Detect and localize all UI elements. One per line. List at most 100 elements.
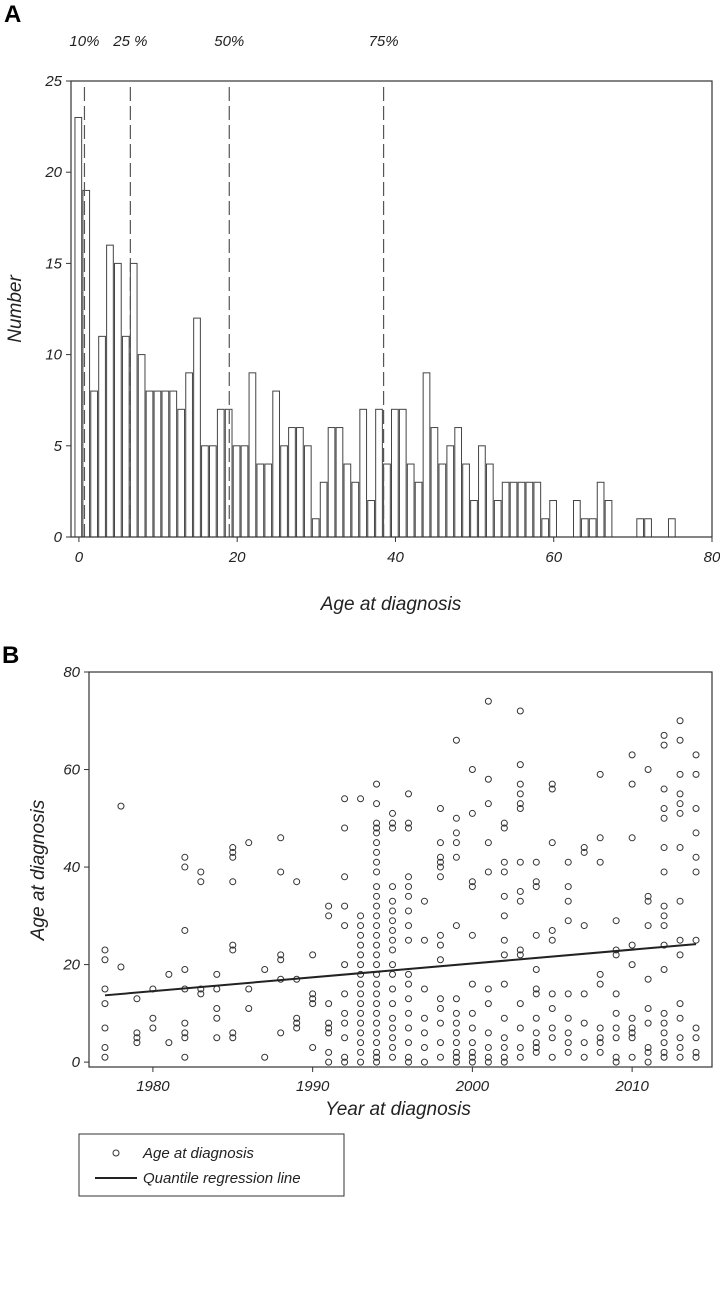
scatter-point bbox=[197, 868, 205, 876]
scatter-point bbox=[692, 936, 700, 944]
scatter-point bbox=[420, 1058, 428, 1066]
scatter-point bbox=[341, 795, 349, 803]
scatter-point bbox=[181, 1053, 189, 1061]
scatter-point bbox=[484, 1058, 492, 1066]
x-tick-label: 80 bbox=[704, 549, 720, 566]
scatter-point bbox=[389, 936, 397, 944]
scatter-point bbox=[436, 863, 444, 871]
legend-label-regression: Quantile regression line bbox=[143, 1170, 301, 1187]
histogram-bar bbox=[493, 500, 502, 538]
histogram-bar bbox=[193, 317, 201, 538]
scatter-point bbox=[181, 853, 189, 861]
scatter-point bbox=[341, 1058, 349, 1066]
scatter-point bbox=[516, 946, 524, 954]
scatter-point bbox=[357, 931, 365, 939]
scatter-point bbox=[484, 1043, 492, 1051]
histogram-bar bbox=[232, 445, 241, 538]
scatter-y-ticks: 0 20 40 60 80 bbox=[62, 664, 89, 1071]
quantile-label: 10% bbox=[69, 33, 99, 50]
scatter-point bbox=[341, 990, 349, 998]
y-tick-label: 40 bbox=[63, 859, 80, 876]
histogram-bar bbox=[533, 481, 542, 538]
histogram-bar bbox=[573, 500, 581, 538]
quantile-label: 50% bbox=[214, 33, 244, 50]
histogram-y-axis-title: Number bbox=[5, 275, 26, 343]
histogram-plot-frame bbox=[70, 80, 713, 538]
scatter-point bbox=[309, 1000, 317, 1008]
scatter-point bbox=[516, 761, 524, 769]
scatter-point bbox=[676, 1053, 684, 1061]
scatter-point bbox=[245, 839, 253, 847]
histogram-bar bbox=[216, 408, 225, 538]
scatter-point bbox=[452, 1048, 460, 1056]
scatter-point bbox=[532, 1014, 540, 1022]
scatter-point bbox=[660, 805, 668, 813]
scatter-point bbox=[548, 1024, 556, 1032]
scatter-point bbox=[564, 883, 572, 891]
scatter-point bbox=[580, 1019, 588, 1027]
scatter-point bbox=[484, 985, 492, 993]
scatter-point bbox=[325, 1024, 333, 1032]
scatter-point bbox=[452, 1019, 460, 1027]
scatter-point bbox=[404, 995, 412, 1003]
scatter-point bbox=[500, 912, 508, 920]
scatter-point bbox=[676, 951, 684, 959]
scatter-point bbox=[484, 839, 492, 847]
scatter-point bbox=[373, 990, 381, 998]
scatter-point bbox=[389, 883, 397, 891]
scatter-point bbox=[484, 1029, 492, 1037]
scatter-point bbox=[229, 878, 237, 886]
legend-box bbox=[78, 1133, 345, 1197]
scatter-point bbox=[133, 995, 141, 1003]
scatter-point bbox=[373, 839, 381, 847]
histogram-plot: 0 20 40 60 80 0 5 10 15 20 25 Age at diagnosis Nu… bbox=[5, 73, 720, 615]
scatter-point bbox=[660, 922, 668, 930]
scatter-point bbox=[389, 1024, 397, 1032]
histogram-bar bbox=[596, 481, 605, 538]
scatter-point bbox=[468, 1058, 476, 1066]
scatter-point bbox=[389, 961, 397, 969]
scatter-point bbox=[373, 868, 381, 876]
scatter-point bbox=[692, 1053, 700, 1061]
scatter-point bbox=[357, 912, 365, 920]
histogram-y-ticks: 0 5 10 15 20 25 bbox=[44, 73, 71, 546]
scatter-point bbox=[373, 883, 381, 891]
scatter-point bbox=[580, 1039, 588, 1047]
scatter-point bbox=[373, 892, 381, 900]
x-tick-label: 2010 bbox=[614, 1078, 649, 1095]
scatter-point bbox=[644, 1019, 652, 1027]
scatter-point bbox=[373, 1029, 381, 1037]
histogram-bar bbox=[343, 463, 352, 538]
scatter-point bbox=[628, 1029, 636, 1037]
y-tick-label: 80 bbox=[63, 664, 80, 681]
quantile-lines bbox=[83, 87, 385, 537]
scatter-point bbox=[373, 912, 381, 920]
scatter-point bbox=[596, 1034, 604, 1042]
histogram-bar bbox=[248, 372, 257, 538]
histogram-bar bbox=[90, 390, 98, 538]
scatter-point bbox=[692, 829, 700, 837]
histogram-bar bbox=[185, 372, 193, 538]
scatter-point bbox=[564, 1029, 572, 1037]
scatter-point bbox=[325, 902, 333, 910]
scatter-point bbox=[692, 1048, 700, 1056]
scatter-point bbox=[452, 736, 460, 744]
scatter-point bbox=[277, 868, 285, 876]
scatter-point bbox=[628, 1053, 636, 1061]
scatter-point bbox=[404, 1058, 412, 1066]
scatter-point bbox=[692, 868, 700, 876]
scatter-point bbox=[660, 912, 668, 920]
histogram-bar bbox=[541, 518, 550, 538]
scatter-point bbox=[389, 1014, 397, 1022]
histogram-bar bbox=[359, 408, 368, 538]
histogram-bar bbox=[264, 463, 273, 538]
scatter-point bbox=[420, 1043, 428, 1051]
scatter-point bbox=[548, 936, 556, 944]
histogram-bar bbox=[422, 372, 431, 538]
scatter-point bbox=[500, 936, 508, 944]
x-tick-label: 0 bbox=[75, 549, 84, 566]
scatter-point bbox=[516, 951, 524, 959]
scatter-point bbox=[341, 824, 349, 832]
scatter-point bbox=[660, 1019, 668, 1027]
scatter-point bbox=[373, 848, 381, 856]
